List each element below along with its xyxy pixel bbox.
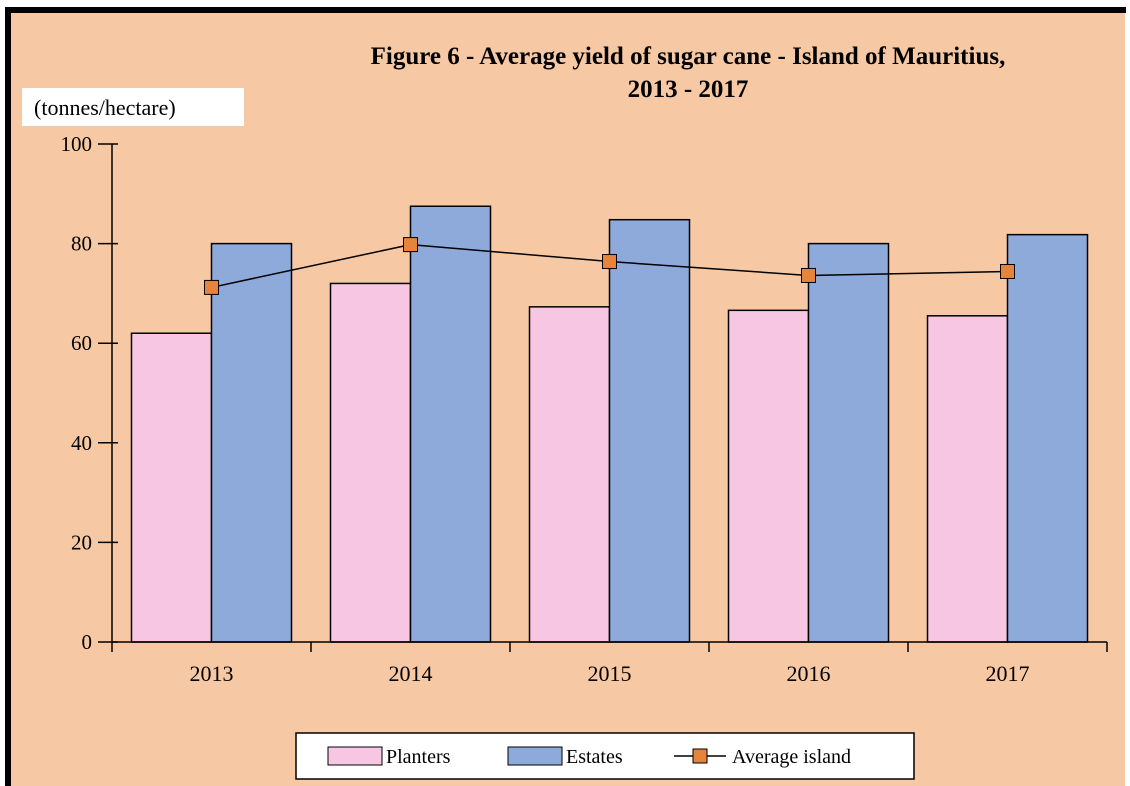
x-tick-label: 2016 [787,661,831,686]
bar-planters [130,332,213,643]
y-tick-label: 80 [71,232,92,256]
chart-border [5,7,1126,786]
y-tick-label: 0 [82,630,93,654]
y-axis-label: (tonnes/hectare) [34,95,176,120]
y-tick-label: 40 [71,431,92,455]
y-tick-label: 100 [61,132,93,156]
legend-label-average: Average island [732,746,851,768]
legend-swatch-estates [507,746,563,766]
x-tick-label: 2013 [190,661,234,686]
point-average-island [1000,263,1015,279]
bar-estates [1006,233,1089,643]
plot-area: 0 20 40 60 80 100 2013 2014 2015 2016 2017 [61,132,1108,686]
bar-estates [807,242,890,643]
legend: Planters Estates Average island [295,732,915,780]
bar-planters [528,306,611,643]
bar-estates [210,242,293,643]
point-average-island [204,279,219,295]
x-tick-label: 2017 [986,661,1030,686]
bar-planters [329,282,412,643]
x-tick-label: 2014 [389,661,433,686]
chart-title-line1: Figure 6 - Average yield of sugar cane -… [371,43,1006,70]
legend-marker-average [692,748,708,764]
y-tick-label: 60 [71,331,92,355]
bar-planters [926,315,1009,643]
point-average-island [602,254,617,270]
legend-swatch-planters [327,746,383,766]
legend-label-estates: Estates [566,746,623,768]
y-axis-label-box [22,88,244,126]
legend-box [295,732,915,780]
point-average-island [403,237,418,253]
point-average-island [801,267,816,283]
legend-label-planters: Planters [386,746,451,768]
chart-title-line2: 2013 - 2017 [628,76,749,103]
x-tick-label: 2015 [588,661,632,686]
bar-estates [608,218,691,643]
bar-planters [727,309,810,643]
bar-estates [409,205,492,643]
y-tick-label: 20 [71,530,92,554]
